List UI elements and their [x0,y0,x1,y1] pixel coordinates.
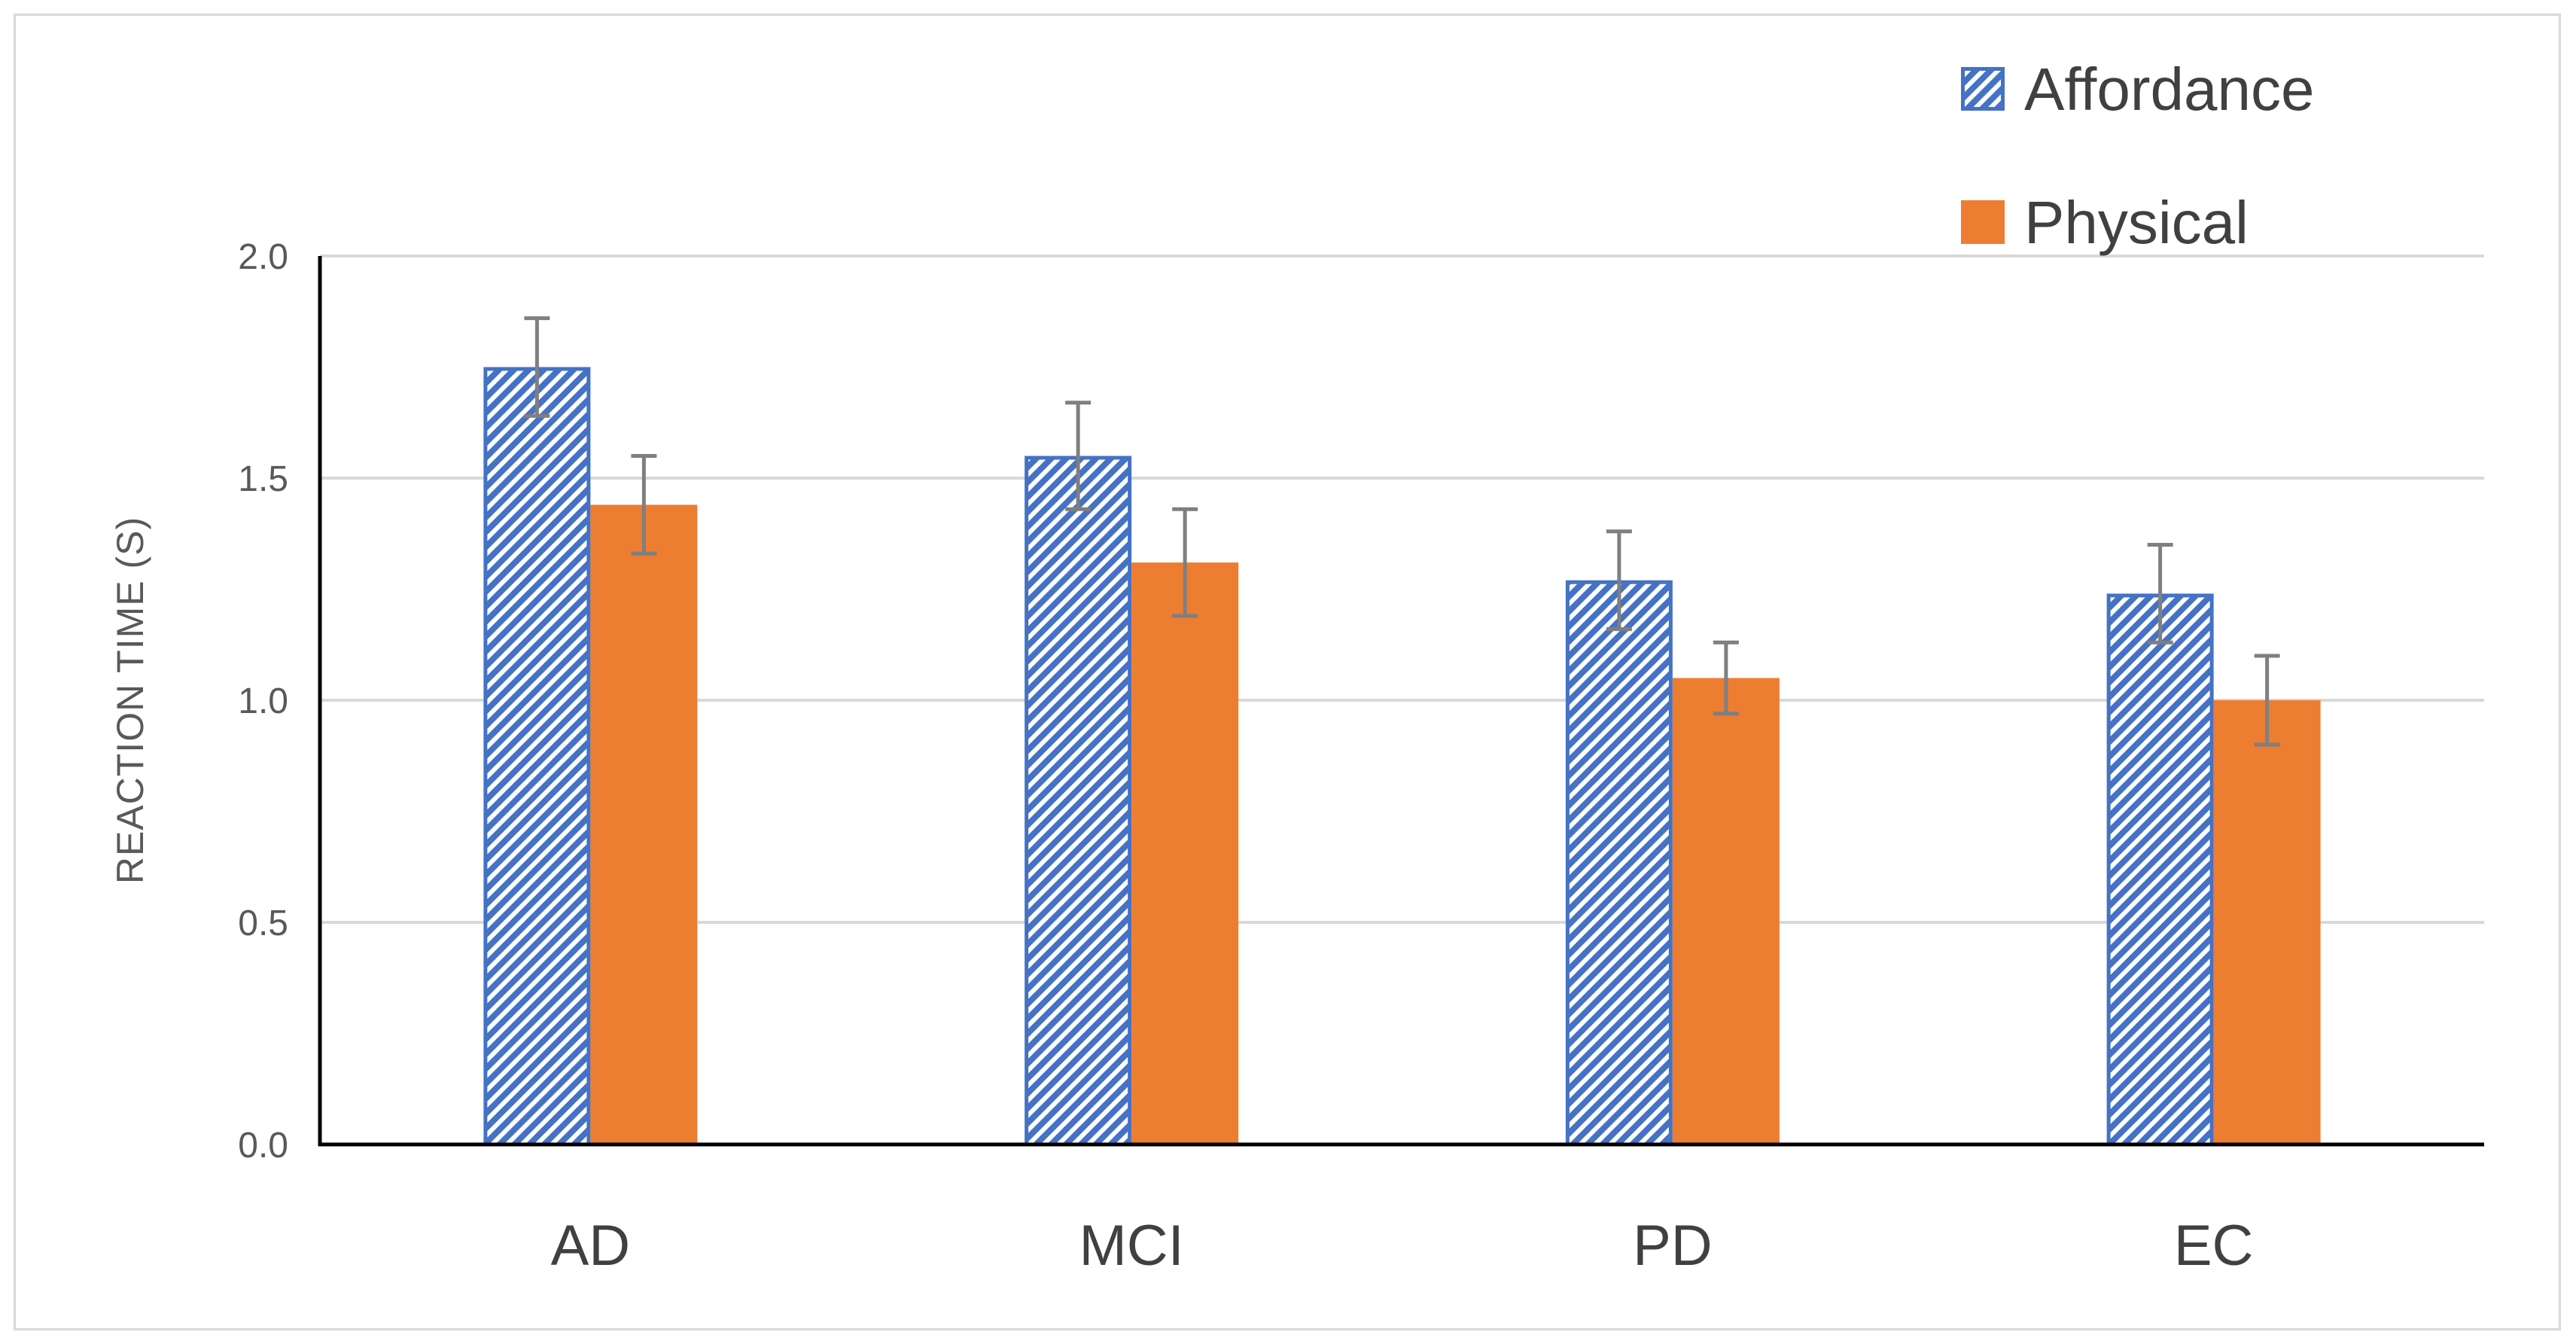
x-category-labels: AD MCI PD EC [551,1214,2254,1278]
y-tick-labels: 0.0 0.5 1.0 1.5 2.0 [238,237,288,1166]
bar-physical [1131,562,1239,1144]
x-category-label: AD [551,1214,631,1278]
y-axis-title: REACTION TIME (S) [109,517,151,884]
y-tick-label: 0.0 [238,1126,288,1166]
y-tick-label: 1.0 [238,681,288,721]
y-tick-label: 0.5 [238,904,288,943]
bar-physical [590,504,698,1144]
bar-affordance [483,367,591,1147]
axes [318,256,2484,1147]
bar-affordance [2106,593,2214,1147]
bar-physical [1672,678,1780,1144]
x-category-label: EC [2174,1214,2254,1278]
x-category-label: PD [1633,1214,1713,1278]
error-bars [524,316,2280,747]
bar-affordance [1565,580,1673,1147]
legend: Affordance Physical [1961,56,2314,256]
bar-affordance [1025,456,1132,1147]
y-tick-label: 2.0 [238,237,288,277]
y-tick-label: 1.5 [238,459,288,499]
legend-label-affordance: Affordance [2024,56,2314,123]
bars [483,367,2321,1147]
bar-physical [2213,700,2321,1144]
legend-swatch-affordance [1961,67,2005,111]
x-category-label: MCI [1079,1214,1183,1278]
legend-swatch-physical [1961,200,2005,244]
legend-label-physical: Physical [2024,189,2249,256]
